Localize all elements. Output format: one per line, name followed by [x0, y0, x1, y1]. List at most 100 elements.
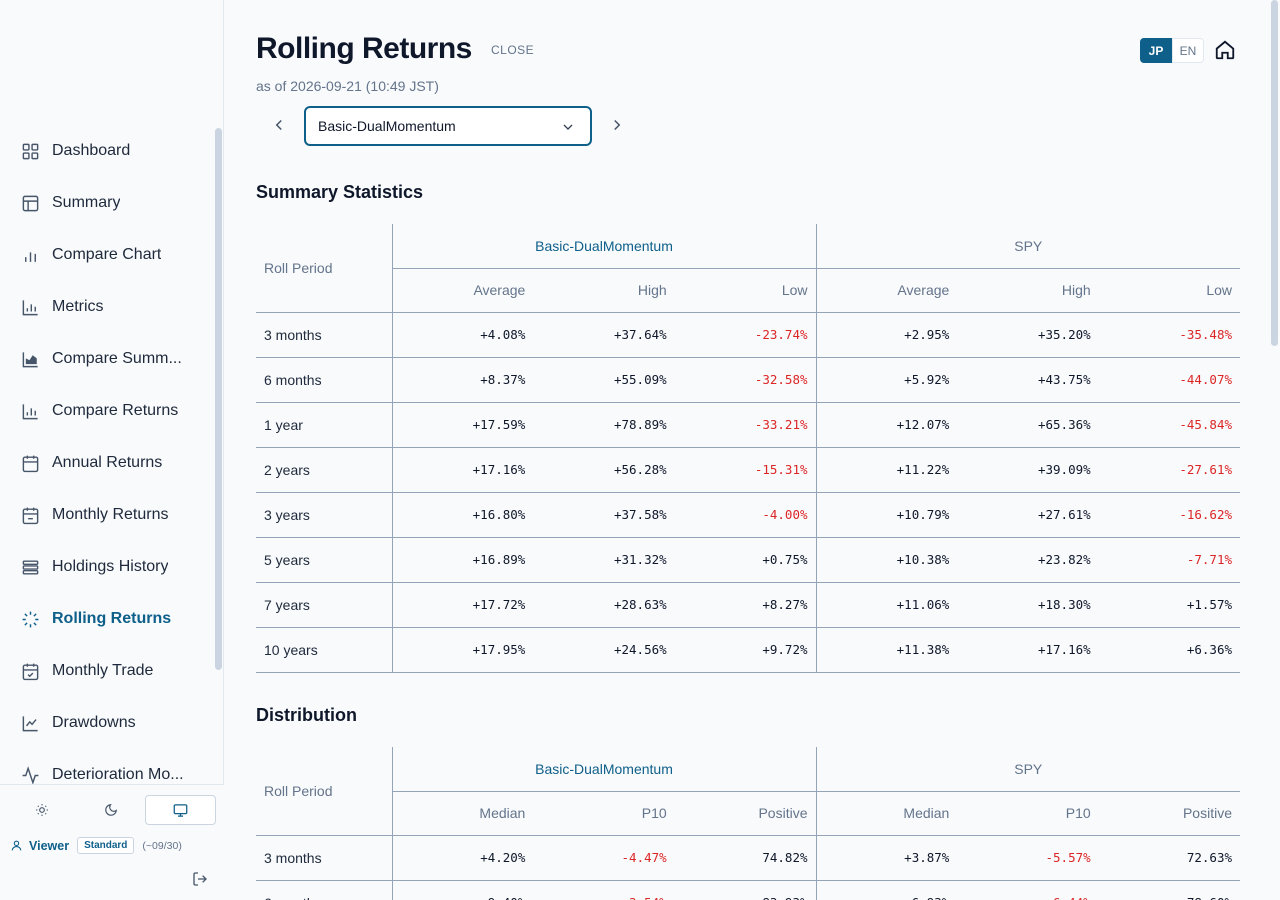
sidebar-item-drawdowns[interactable]: Drawdowns	[0, 697, 212, 749]
value-cell: +37.58%	[533, 492, 675, 538]
roll-period-cell: 5 years	[256, 537, 393, 583]
lang-jp-button[interactable]: JP	[1140, 38, 1172, 63]
column-header: High	[957, 268, 1099, 313]
user-icon	[10, 839, 23, 852]
line-chart-icon	[20, 713, 40, 733]
sidebar-item-annual-returns[interactable]: Annual Returns	[0, 437, 212, 489]
value-cell: +27.61%	[957, 492, 1099, 538]
plan-expiry: (~09/30)	[142, 839, 182, 852]
sidebar-item-monthly-returns[interactable]: Monthly Returns	[0, 489, 212, 541]
value-cell: +35.20%	[957, 312, 1099, 358]
value-cell: +4.08%	[392, 312, 534, 358]
value-cell: +78.89%	[533, 402, 675, 448]
value-cell: +11.22%	[816, 447, 958, 493]
language-switcher: JP EN	[1140, 38, 1204, 63]
area-chart-icon	[20, 349, 40, 369]
value-cell: +17.95%	[392, 627, 534, 673]
roll-period-cell: 3 months	[256, 835, 393, 881]
value-cell: -32.58%	[674, 357, 817, 403]
monitor-icon	[173, 803, 188, 817]
chevron-right-icon	[614, 119, 621, 131]
value-cell: +0.75%	[674, 537, 817, 583]
value-cell: +8.27%	[674, 582, 817, 628]
chevron-left-icon	[275, 119, 282, 131]
value-cell: 74.82%	[674, 835, 817, 881]
sidebar-item-rolling-returns[interactable]: Rolling Returns	[0, 593, 212, 645]
sidebar-item-summary[interactable]: Summary	[0, 177, 212, 229]
value-cell: -23.74%	[674, 312, 817, 358]
value-cell: +17.16%	[957, 627, 1099, 673]
table-row: 6 months+9.40%-3.54%83.93%+6.93%-6.44%78…	[256, 880, 1240, 900]
table-row: 3 months +4.08% +37.64% -23.74% +2.95% +35.20…	[256, 312, 1240, 358]
sidebar-nav: Dashboard Summary Compare Chart Metrics Comp…	[0, 125, 212, 801]
value-cell: +9.72%	[674, 627, 817, 673]
value-cell: +1.57%	[1098, 582, 1240, 628]
value-cell: +17.72%	[392, 582, 534, 628]
sidebar-item-label: Compare Chart	[52, 246, 162, 263]
sidebar-item-dashboard[interactable]: Dashboard	[0, 125, 212, 177]
moon-icon	[105, 804, 117, 816]
value-cell: -7.71%	[1098, 537, 1240, 583]
value-cell: -16.62%	[1098, 492, 1240, 538]
value-cell: -5.57%	[957, 835, 1099, 881]
sidebar-item-compare-summ[interactable]: Compare Summ...	[0, 333, 212, 385]
summary-table: Roll Period Basic-DualMomentum SPY Average H…	[256, 224, 1240, 673]
roll-period-header: Roll Period	[256, 224, 393, 313]
value-cell: +43.75%	[957, 357, 1099, 403]
bar-chart-icon	[20, 245, 40, 265]
table-row: 2 years +17.16% +56.28% -15.31% +11.22% +39.0…	[256, 447, 1240, 493]
value-cell: +9.40%	[392, 880, 534, 900]
logout-button[interactable]	[192, 871, 208, 887]
column-header: Low	[1098, 268, 1240, 313]
roll-period-cell: 3 years	[256, 492, 393, 538]
value-cell: +23.82%	[957, 537, 1099, 583]
light-theme-button[interactable]	[8, 795, 77, 825]
sidebar-item-deterioration-mo[interactable]: Deterioration Mo...	[0, 749, 212, 801]
theme-switcher	[8, 795, 217, 825]
prev-strategy-button[interactable]	[270, 116, 288, 134]
sidebar-item-monthly-trade[interactable]: Monthly Trade	[0, 645, 212, 697]
roll-period-header: Roll Period	[256, 747, 393, 836]
column-header: Average	[392, 268, 534, 313]
value-cell: -4.47%	[533, 835, 675, 881]
home-button[interactable]	[1214, 39, 1236, 61]
dark-theme-button[interactable]	[77, 795, 146, 825]
page-scrollbar[interactable]	[1271, 0, 1278, 346]
value-cell: +16.80%	[392, 492, 534, 538]
value-cell: +10.38%	[816, 537, 958, 583]
table-row: 10 years +17.95% +24.56% +9.72% +11.38% +17.1…	[256, 627, 1240, 673]
value-cell: -27.61%	[1098, 447, 1240, 493]
as-of-timestamp: as of 2026-09-21 (10:49 JST)	[256, 78, 439, 94]
table-row: 1 year +17.59% +78.89% -33.21% +12.07% +65.36…	[256, 402, 1240, 448]
roll-period-cell: 7 years	[256, 582, 393, 628]
system-theme-button[interactable]	[145, 795, 217, 825]
value-cell: +11.06%	[816, 582, 958, 628]
user-info: Viewer Standard (~09/30)	[10, 837, 182, 854]
sidebar-item-holdings-history[interactable]: Holdings History	[0, 541, 212, 593]
sidebar-item-metrics[interactable]: Metrics	[0, 281, 212, 333]
value-cell: +10.79%	[816, 492, 958, 538]
column-header: High	[533, 268, 675, 313]
sun-icon	[36, 804, 49, 816]
roll-period-cell: 10 years	[256, 627, 393, 673]
value-cell: +12.07%	[816, 402, 958, 448]
sidebar-scrollbar[interactable]	[215, 128, 222, 670]
lang-en-button[interactable]: EN	[1172, 38, 1204, 63]
value-cell: +11.38%	[816, 627, 958, 673]
user-name[interactable]: Viewer	[29, 838, 70, 853]
next-strategy-button[interactable]	[608, 116, 626, 134]
value-cell: +5.92%	[816, 357, 958, 403]
roll-period-cell: 6 months	[256, 357, 393, 403]
strategy-select[interactable]: Basic-DualMomentum	[304, 106, 592, 146]
calendar-icon	[20, 453, 40, 473]
close-button[interactable]: CLOSE	[491, 43, 535, 57]
sidebar-item-compare-chart[interactable]: Compare Chart	[0, 229, 212, 281]
table-row: 3 years +16.80% +37.58% -4.00% +10.79% +27.61…	[256, 492, 1240, 538]
value-cell: +56.28%	[533, 447, 675, 493]
chevron-down-icon	[560, 119, 576, 135]
value-cell: -6.44%	[957, 880, 1099, 900]
sidebar-footer: Viewer Standard (~09/30)	[0, 784, 224, 900]
activity-icon	[20, 765, 40, 785]
column-header: Median	[392, 791, 534, 836]
sidebar-item-compare-returns[interactable]: Compare Returns	[0, 385, 212, 437]
